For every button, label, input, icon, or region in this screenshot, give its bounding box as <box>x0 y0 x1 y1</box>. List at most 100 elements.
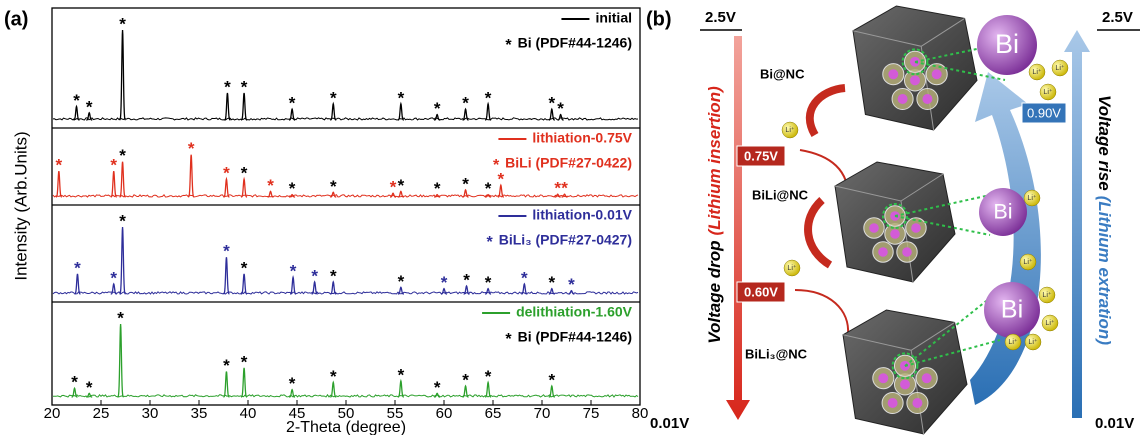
x-tick-label: 80 <box>632 405 649 422</box>
peak <box>74 273 81 295</box>
legend-marker: * <box>505 331 512 348</box>
side-title-sub: (Lithium extration) <box>1095 196 1114 346</box>
y-axis-label: Intensity (Arb.Units) <box>11 131 30 280</box>
x-tick-label: 55 <box>387 405 404 422</box>
li-label: Li⁺ <box>1028 338 1037 346</box>
peak-marker: * <box>548 273 555 292</box>
highlight <box>901 48 929 76</box>
peak <box>110 282 117 295</box>
x-tick-label: 75 <box>583 405 600 422</box>
peak-marker: * <box>73 91 80 110</box>
baseline <box>52 291 639 295</box>
side-title: Voltage rise (Lithium extration) <box>1095 95 1114 345</box>
peak-marker: * <box>241 352 248 371</box>
li-sphere <box>1028 63 1046 81</box>
peak <box>119 226 126 295</box>
li-label: Li⁺ <box>1042 291 1051 299</box>
peak-marker: * <box>224 77 231 96</box>
peak <box>119 161 126 198</box>
nanoparticle-core <box>910 75 920 86</box>
peak-marker: * <box>119 211 126 230</box>
peak <box>311 280 318 295</box>
peak <box>224 92 231 121</box>
nanoparticle-core <box>869 223 879 233</box>
peak <box>548 287 555 295</box>
bi-sphere <box>979 188 1027 236</box>
zoom-line <box>894 194 991 217</box>
side-title-main: Voltage drop <box>705 240 724 343</box>
peak-marker: * <box>485 179 492 198</box>
peak <box>434 392 441 398</box>
legend-label: initial <box>595 10 632 26</box>
nanoparticle-core <box>878 373 889 384</box>
peak <box>434 193 441 198</box>
li-label: Li⁺ <box>1043 88 1052 96</box>
peak <box>290 274 297 295</box>
legend-phase: Bi (PDF#44-1246) <box>518 329 632 345</box>
highlight <box>882 203 908 229</box>
bi-label: Bi <box>993 199 1012 224</box>
nanoparticle-core <box>911 223 921 233</box>
peak <box>397 190 404 198</box>
legend-phase: Bi (PDF#44-1246) <box>518 35 632 51</box>
x-tick-label: 45 <box>289 405 306 422</box>
baseline <box>52 393 639 398</box>
nanoparticle-core <box>888 69 899 80</box>
legend-label: lithiation-0.01V <box>532 207 632 223</box>
peak <box>241 176 248 198</box>
thin-arrow <box>794 289 850 336</box>
x-tick-label: 65 <box>485 405 502 422</box>
legend-label: delithiation-1.60V <box>516 304 633 320</box>
peak-marker: * <box>463 270 470 289</box>
panel-label: (b) <box>646 8 672 30</box>
state-label: BiLi₃@NC <box>745 346 808 361</box>
nanoparticle-core <box>878 247 888 257</box>
li-sphere <box>1051 59 1069 77</box>
peak <box>434 113 441 121</box>
peak <box>330 280 337 295</box>
legend-marker: * <box>493 157 500 174</box>
peak-marker: * <box>86 378 93 397</box>
peak-marker: * <box>289 374 296 393</box>
peak-marker: * <box>223 242 230 261</box>
x-tick-label: 60 <box>436 405 453 422</box>
peak <box>463 284 470 295</box>
peak-marker: * <box>398 176 405 195</box>
zoom-line <box>904 289 1001 367</box>
peak-marker: * <box>485 273 492 292</box>
peak <box>440 287 448 295</box>
peak <box>485 380 492 398</box>
peak-marker: * <box>223 164 230 183</box>
peak-marker: * <box>119 14 126 33</box>
peak-marker: * <box>289 94 296 113</box>
voltage-label: 0.01V <box>1095 415 1134 432</box>
nanoparticle-core <box>897 94 908 104</box>
peak <box>110 171 117 198</box>
peak <box>497 183 504 198</box>
peak-marker: * <box>241 77 248 96</box>
bi-sphere <box>977 15 1037 75</box>
peak-marker: * <box>554 179 561 198</box>
bi-sphere <box>984 282 1040 338</box>
li-sphere <box>1024 333 1042 351</box>
peak <box>485 287 492 295</box>
li-sphere <box>1023 189 1041 207</box>
peak-marker: * <box>330 367 337 386</box>
state-label: BiLi@NC <box>752 187 809 202</box>
peak-marker: * <box>568 275 575 294</box>
peak-marker: * <box>434 179 441 198</box>
li-label: Li⁺ <box>1008 338 1017 346</box>
peak-marker: * <box>462 174 469 193</box>
side-title-sub: (Lithium insertion) <box>705 86 724 236</box>
li-label: Li⁺ <box>1032 68 1041 76</box>
peak-marker: * <box>434 378 441 397</box>
peak-marker: * <box>71 373 78 392</box>
x-tick-label: 20 <box>44 405 61 422</box>
peak <box>289 193 296 198</box>
legend-marker: * <box>505 37 512 54</box>
peak-marker: * <box>557 99 564 118</box>
peak-marker: * <box>462 371 469 390</box>
peak-marker: * <box>485 367 492 386</box>
li-sphere <box>1004 333 1022 351</box>
peak-marker: * <box>441 273 448 292</box>
